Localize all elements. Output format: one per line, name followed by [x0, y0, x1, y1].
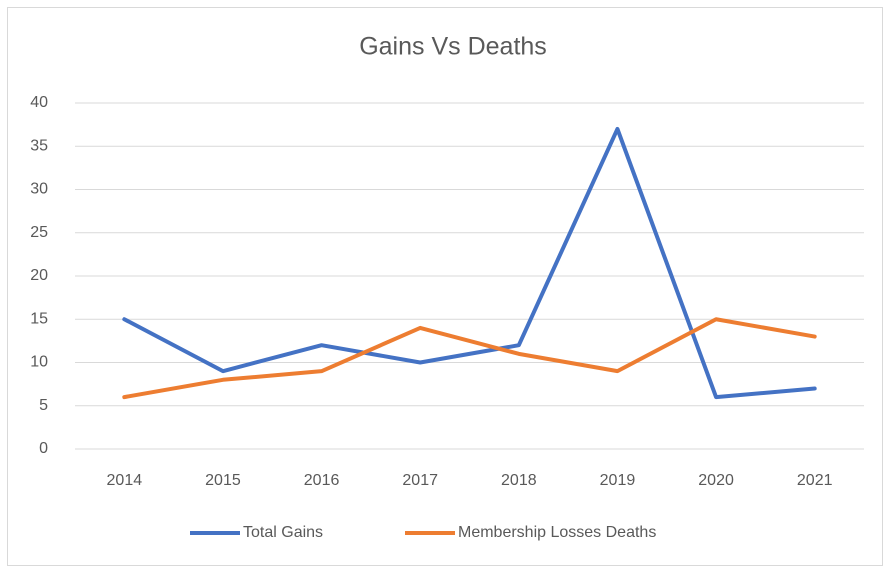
y-tick-label: 25: [30, 224, 48, 241]
x-tick-label: 2017: [402, 472, 438, 489]
chart-title: Gains Vs Deaths: [359, 33, 547, 61]
series-line: [122, 317, 817, 400]
x-tick-label: 2021: [797, 472, 833, 489]
y-tick-label: 10: [30, 354, 48, 371]
x-tick-label: 2014: [107, 472, 143, 489]
legend-label: Membership Losses Deaths: [458, 524, 656, 541]
chart-border: [7, 7, 883, 566]
x-tick-label: 2020: [698, 472, 734, 489]
y-tick-label: 20: [30, 267, 48, 284]
y-tick-label: 40: [30, 94, 48, 111]
y-tick-label: 35: [30, 137, 48, 154]
y-tick-label: 15: [30, 310, 48, 327]
x-tick-label: 2015: [205, 472, 241, 489]
x-tick-label: 2019: [600, 472, 636, 489]
x-tick-label: 2016: [304, 472, 340, 489]
legend-label: Total Gains: [243, 524, 323, 541]
x-tick-label: 2018: [501, 472, 537, 489]
series-line: [122, 126, 817, 400]
y-tick-label: 30: [30, 181, 48, 198]
y-tick-label: 5: [39, 397, 48, 414]
y-tick-label: 0: [39, 440, 48, 457]
